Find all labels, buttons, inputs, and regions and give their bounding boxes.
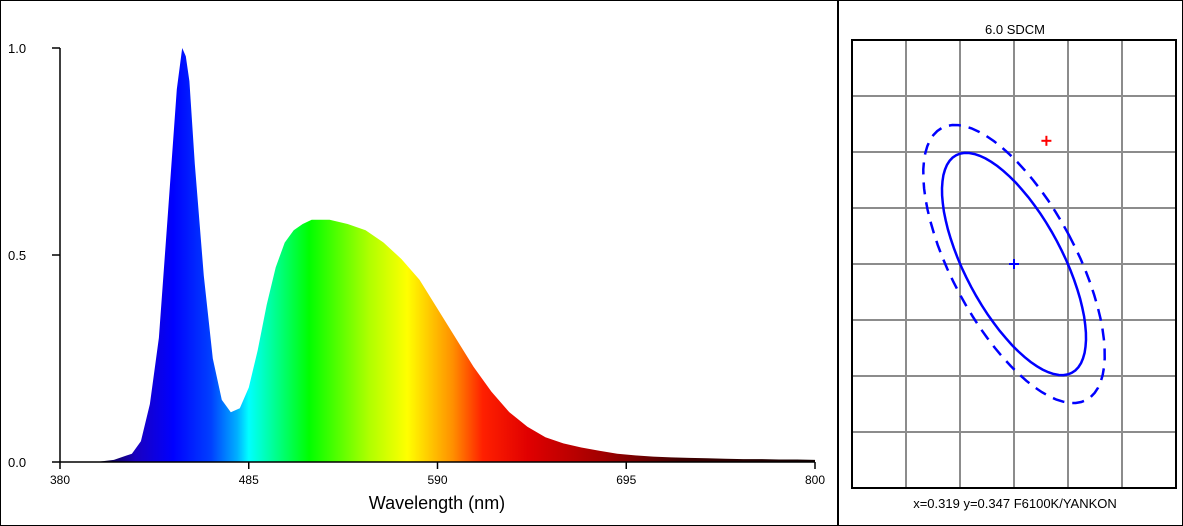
x-tick-label: 695 (616, 473, 636, 487)
markers (1009, 135, 1052, 269)
chromaticity-caption: x=0.319 y=0.347 F6100K/YANKON (913, 496, 1117, 511)
tolerance-ellipse-inner (940, 151, 1088, 377)
x-axis-label: Wavelength (nm) (369, 493, 505, 513)
x-tick-label: 590 (427, 473, 447, 487)
x-ticks: 380 485 590 695 800 (50, 462, 825, 487)
y-tick-label: 0.5 (8, 248, 26, 263)
y-tick-label: 1.0 (8, 41, 26, 56)
x-tick-label: 380 (50, 473, 70, 487)
spectrum-area (60, 48, 815, 462)
sdcm-title: 6.0 SDCM (985, 22, 1045, 37)
chromaticity-panel: 6.0 SDCM x=0.319 y=0.347 F6100K/YANKON (851, 22, 1177, 511)
x-tick-label: 485 (239, 473, 259, 487)
x-tick-label: 800 (805, 473, 825, 487)
spectrum-panel: 0.0 0.5 1.0 380 485 590 695 800 Wavelength (nm… (8, 41, 825, 513)
plot-border (851, 39, 1177, 489)
y-ticks: 0.0 0.5 1.0 (8, 41, 60, 470)
y-tick-label: 0.0 (8, 455, 26, 470)
target-point (1009, 259, 1019, 269)
measured-point (1041, 135, 1052, 146)
tolerance-ellipse-outer (922, 123, 1106, 405)
